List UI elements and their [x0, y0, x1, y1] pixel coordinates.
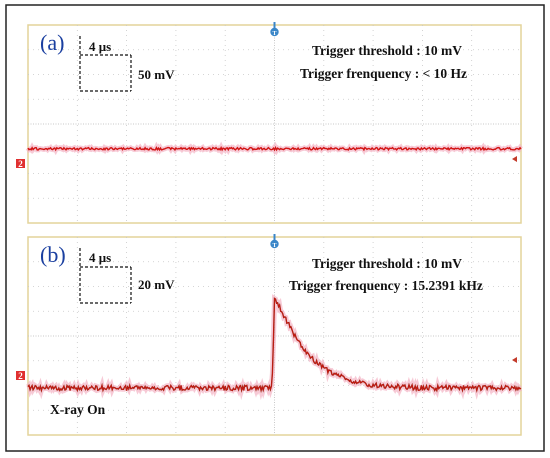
- panel-b: (b) 4 μs 20 mV Trigger threshold : 10 mV…: [16, 234, 523, 436]
- panel-a-level-arrow-icon: [512, 156, 517, 162]
- panel-b-scale-box: [79, 248, 132, 304]
- panel-b-channel-marker-label: 2: [18, 371, 23, 381]
- panel-b-grid: [28, 237, 521, 435]
- panel-b-label: (b): [40, 242, 66, 267]
- panel-a-trigger-marker-label: T: [272, 31, 276, 37]
- panel-b-trigger-marker-label: T: [272, 243, 276, 249]
- panel-a-time-scale: 4 μs: [89, 39, 111, 54]
- panel-a-voltage-scale: 50 mV: [138, 67, 175, 82]
- panel-a-trigger-frequency: Trigger frenquency : < 10 Hz: [300, 66, 467, 81]
- panel-a-channel-marker-label: 2: [18, 159, 23, 169]
- panel-a-trace-line-highlight: [27, 146, 522, 151]
- panel-a-trigger-marker-icon: T: [270, 22, 279, 37]
- panel-b-level-arrow-icon: [512, 357, 517, 363]
- panel-b-voltage-scale: 20 mV: [138, 277, 175, 292]
- panel-a-trace: [25, 141, 523, 156]
- panel-a-scale-box: [79, 36, 132, 92]
- panel-b-channel-marker-icon: 2: [16, 371, 25, 381]
- panel-b-trigger-marker-icon: T: [270, 234, 279, 249]
- panel-b-xray-annotation: X-ray On: [50, 402, 106, 417]
- panel-b-trigger-frequency: Trigger frenquency : 15.2391 kHz: [289, 278, 483, 293]
- panel-b-time-scale: 4 μs: [89, 250, 111, 265]
- panel-b-trace: [26, 294, 523, 401]
- panel-b-trigger-threshold: Trigger threshold : 10 mV: [312, 256, 462, 271]
- panel-b-trace-line-highlight: [27, 297, 522, 392]
- panel-a-trigger-threshold: Trigger threshold : 10 mV: [312, 43, 462, 58]
- panel-a: (a) 4 μs 50 mV Trigger threshold : 10 mV…: [16, 22, 523, 224]
- panel-a-channel-marker-icon: 2: [16, 159, 25, 169]
- panel-a-label: (a): [40, 30, 64, 55]
